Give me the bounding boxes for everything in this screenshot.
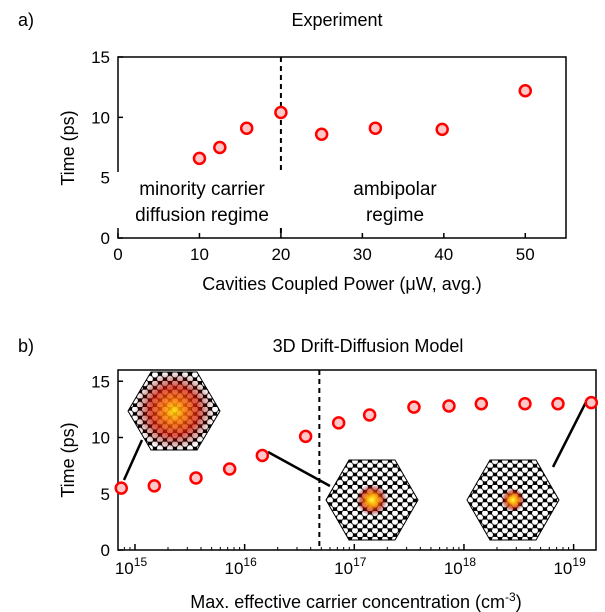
data-point bbox=[474, 397, 489, 411]
annotation-ambipolar-line1: ambipolar bbox=[353, 179, 437, 200]
connector-line-1 bbox=[122, 439, 144, 481]
x-tick-label: 1019 bbox=[553, 555, 586, 578]
panel-a-title: Experiment bbox=[291, 10, 382, 30]
panel-b-x-axis-label: Max. effective carrier concentration (cm… bbox=[190, 590, 521, 612]
data-point bbox=[362, 408, 377, 422]
panel-b-y-ticks: 0 5 10 15 bbox=[91, 372, 123, 560]
x-tick-label: 0 bbox=[113, 245, 122, 264]
annotation-minority-line2: diffusion regime bbox=[135, 205, 269, 226]
data-point bbox=[584, 395, 599, 410]
data-point bbox=[368, 121, 383, 135]
inset-medium-spot bbox=[325, 459, 419, 541]
data-point bbox=[255, 448, 270, 463]
data-point bbox=[189, 471, 203, 485]
data-point bbox=[407, 400, 421, 414]
data-point bbox=[213, 140, 227, 155]
data-point bbox=[435, 122, 449, 137]
panel-a-x-ticks: 0 10 20 30 40 50 bbox=[113, 233, 535, 264]
x-tick-label: 1015 bbox=[115, 555, 148, 578]
data-point bbox=[147, 479, 162, 493]
data-point bbox=[192, 151, 207, 166]
x-tick-label: 40 bbox=[434, 245, 453, 264]
inset-connectors bbox=[122, 401, 588, 488]
y-tick-label: 5 bbox=[101, 169, 110, 188]
panel-a-annotation-bg-left bbox=[115, 172, 288, 228]
x-tick-label: 30 bbox=[353, 245, 372, 264]
data-point bbox=[331, 416, 346, 430]
panel-a-y-axis-label: Time (ps) bbox=[58, 110, 78, 185]
data-point bbox=[518, 84, 533, 98]
panel-a-annotation-bg-right bbox=[336, 172, 454, 228]
panel-b-x-ticks: 1015 1016 1017 1018 1019 bbox=[115, 544, 586, 578]
data-point bbox=[551, 397, 565, 411]
x-tick-label: 10 bbox=[190, 245, 209, 264]
x-tick-label: 1016 bbox=[225, 555, 258, 578]
x-tick-label: 1018 bbox=[444, 555, 477, 578]
y-tick-label: 15 bbox=[91, 372, 110, 391]
data-point bbox=[314, 127, 329, 141]
y-tick-label: 5 bbox=[101, 485, 110, 504]
y-tick-label: 10 bbox=[91, 108, 110, 127]
panel-a-series bbox=[192, 84, 533, 166]
panel-a-label: a) bbox=[18, 10, 34, 30]
y-tick-label: 10 bbox=[91, 429, 110, 448]
x-tick-label: 1017 bbox=[334, 555, 367, 578]
panel-a-y-ticks: 0 5 10 15 bbox=[91, 48, 123, 248]
data-point bbox=[222, 462, 237, 476]
x-tick-label: 50 bbox=[516, 245, 535, 264]
x-tick-label: 20 bbox=[271, 245, 290, 264]
panel-b-title: 3D Drift-Diffusion Model bbox=[273, 336, 464, 356]
y-tick-label: 0 bbox=[101, 229, 110, 248]
data-point bbox=[114, 481, 129, 495]
inset-small-spot bbox=[466, 459, 560, 541]
annotation-ambipolar-line2: regime bbox=[366, 205, 424, 226]
panel-b-y-axis-label: Time (ps) bbox=[58, 422, 78, 497]
panel-b-series bbox=[114, 395, 599, 495]
panel-b-axes-frame bbox=[117, 369, 597, 551]
y-tick-label: 0 bbox=[101, 541, 110, 560]
data-point bbox=[274, 105, 288, 120]
y-tick-label: 15 bbox=[91, 48, 110, 67]
data-point bbox=[442, 399, 456, 413]
connector-line-2 bbox=[267, 450, 331, 488]
panel-a-x-axis-label: Cavities Coupled Power (μW, avg.) bbox=[202, 274, 481, 294]
panel-a-axes-frame bbox=[117, 56, 567, 239]
data-point bbox=[239, 121, 254, 135]
panel-a: a) Experiment 0 5 10 15 0 10 20 30 40 50 minorit… bbox=[18, 10, 567, 294]
connector-line-3 bbox=[551, 401, 588, 468]
data-point bbox=[518, 397, 532, 411]
panel-b-label: b) bbox=[18, 336, 34, 356]
annotation-minority-line1: minority carrier bbox=[139, 179, 265, 200]
inset-large-spot bbox=[127, 371, 221, 451]
data-point bbox=[298, 429, 313, 444]
